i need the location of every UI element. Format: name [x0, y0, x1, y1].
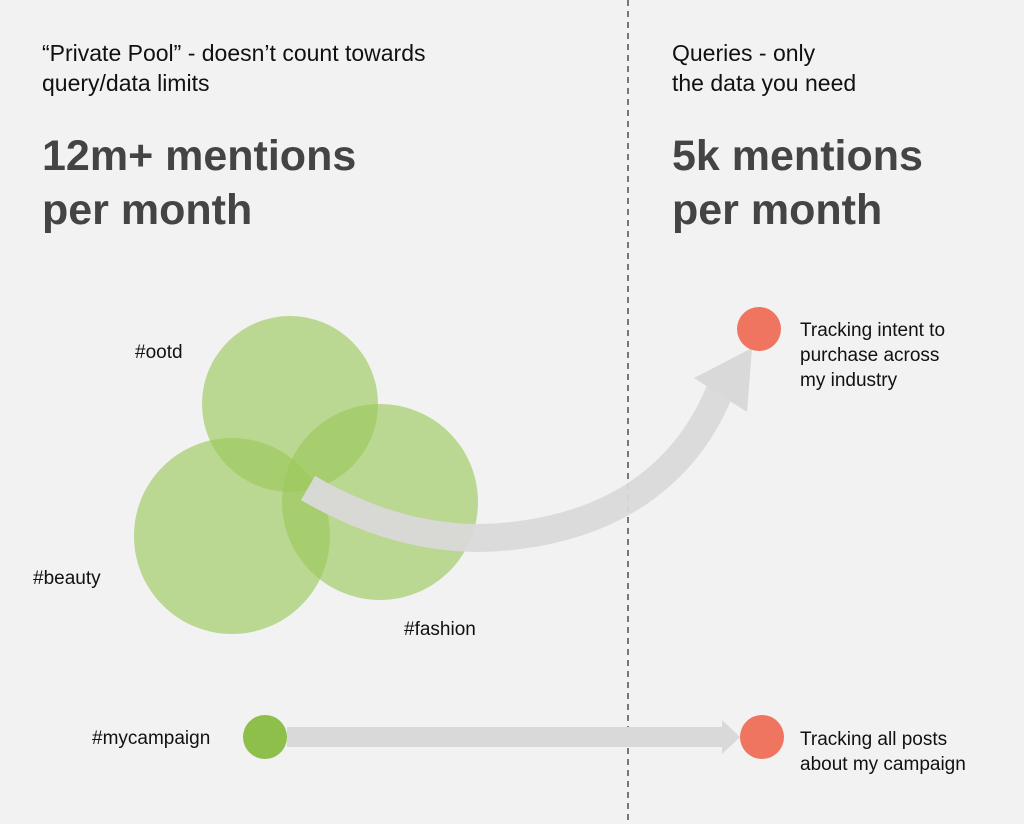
node-label: #ootd — [135, 342, 183, 363]
node-label: #beauty — [33, 568, 101, 589]
straight-arrow-head — [722, 720, 740, 754]
stat: 12m+ mentions — [42, 132, 356, 180]
curved-arrow — [300, 379, 736, 552]
outcome-label: about my campaign — [800, 754, 966, 775]
heading: Queries - only — [672, 40, 816, 66]
curved-arrow-head — [694, 348, 752, 412]
stat: 5k mentions — [672, 132, 923, 180]
outcome-dot — [737, 307, 781, 351]
stat: per month — [42, 186, 252, 234]
heading: the data you need — [672, 70, 856, 96]
heading: query/data limits — [42, 70, 209, 96]
heading: “Private Pool” - doesn’t count towards — [42, 40, 426, 66]
outcome-label: purchase across — [800, 345, 939, 366]
outcome-label: Tracking all posts — [800, 729, 947, 750]
circle-fashion — [282, 404, 478, 600]
outcome-label: Tracking intent to — [800, 320, 945, 341]
outcome-label: my industry — [800, 370, 898, 391]
node-label: #fashion — [404, 619, 476, 640]
campaign-dot — [243, 715, 287, 759]
outcome-dot — [740, 715, 784, 759]
circle-beauty — [134, 438, 330, 634]
straight-arrow — [287, 727, 725, 747]
node-label: #mycampaign — [92, 728, 210, 749]
stat: per month — [672, 186, 882, 234]
